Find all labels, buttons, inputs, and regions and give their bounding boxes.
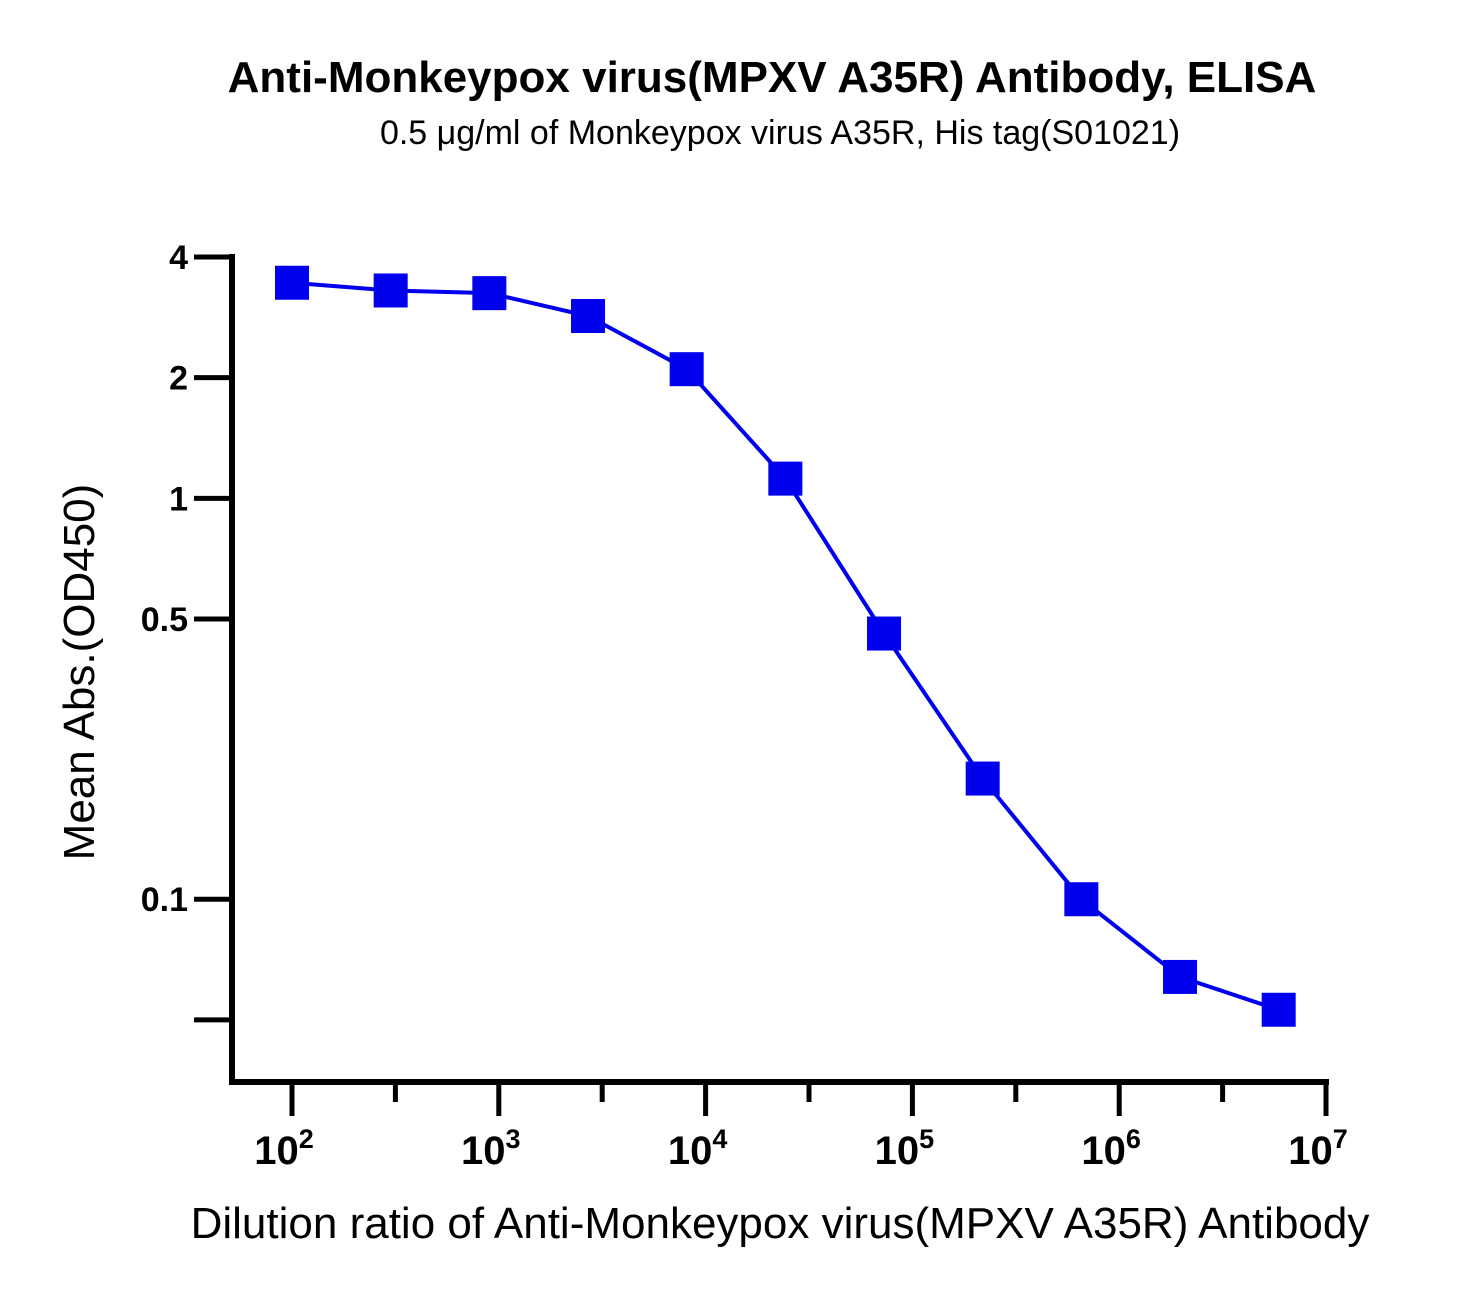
- x-tick-exponent: 5: [919, 1124, 934, 1154]
- chart-subtitle: 0.5 μg/ml of Monkeypox virus A35R, His t…: [380, 114, 1180, 152]
- x-tick-label: 106: [1081, 1124, 1141, 1173]
- data-point: [373, 273, 408, 308]
- data-point: [472, 276, 507, 311]
- y-axis-ticks: 4 2 1 0.5 0.1: [141, 239, 232, 1023]
- data-point: [1163, 959, 1198, 994]
- x-tick-base: 10: [1288, 1129, 1333, 1173]
- data-point: [571, 299, 606, 334]
- x-tick-base: 10: [254, 1129, 299, 1173]
- plot-area: [275, 265, 1296, 1027]
- series-line: [291, 280, 1280, 1012]
- x-tick-exponent: 3: [506, 1124, 521, 1154]
- data-point: [669, 352, 704, 387]
- y-tick-label: 1: [169, 480, 188, 518]
- x-axis-label: Dilution ratio of Anti-Monkeypox virus(M…: [191, 1199, 1370, 1248]
- data-point: [1261, 992, 1296, 1027]
- y-tick-label: 0.5: [141, 601, 188, 639]
- data-point: [867, 616, 902, 651]
- x-tick-label: 104: [668, 1124, 728, 1173]
- x-tick-base: 10: [875, 1129, 920, 1173]
- x-tick-label: 105: [875, 1124, 935, 1173]
- y-axis-label: Mean Abs.(OD450): [55, 484, 104, 861]
- y-tick-label: 0.1: [141, 881, 188, 919]
- x-tick-base: 10: [668, 1129, 713, 1173]
- data-point: [965, 761, 1000, 796]
- x-tick-base: 10: [461, 1129, 506, 1173]
- x-tick-exponent: 2: [299, 1124, 314, 1154]
- x-tick-label: 107: [1288, 1124, 1348, 1173]
- x-tick-label: 103: [461, 1124, 521, 1173]
- axes: [229, 254, 1329, 1085]
- chart-title: Anti-Monkeypox virus(MPXV A35R) Antibody…: [228, 53, 1317, 102]
- x-tick-exponent: 7: [1333, 1124, 1348, 1154]
- x-tick-exponent: 6: [1126, 1124, 1141, 1154]
- x-tick-base: 10: [1081, 1129, 1126, 1173]
- data-point: [768, 461, 803, 496]
- x-axis-ticks: 102 103 104 105 106 107: [254, 1082, 1348, 1173]
- y-tick-label: 4: [169, 239, 188, 277]
- x-tick-label: 102: [254, 1124, 314, 1173]
- x-tick-exponent: 4: [712, 1124, 727, 1154]
- data-point: [275, 265, 309, 300]
- y-tick-label: 2: [169, 360, 188, 398]
- data-point: [1064, 882, 1099, 917]
